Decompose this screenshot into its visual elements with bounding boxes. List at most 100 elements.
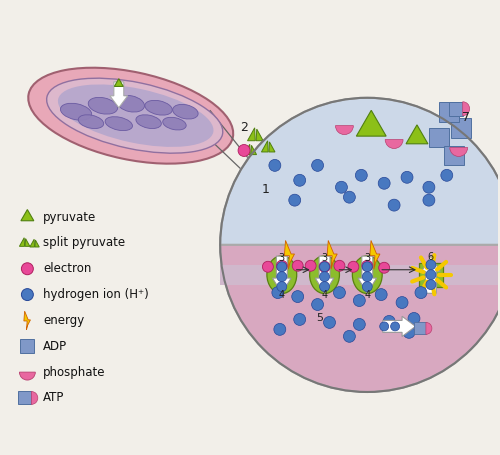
Polygon shape	[356, 110, 386, 136]
Circle shape	[277, 262, 287, 272]
Polygon shape	[35, 240, 39, 247]
Circle shape	[356, 169, 368, 181]
Circle shape	[426, 280, 436, 290]
Ellipse shape	[352, 256, 382, 293]
Circle shape	[334, 260, 345, 271]
Wedge shape	[336, 126, 353, 135]
Ellipse shape	[172, 104, 198, 119]
Circle shape	[320, 262, 330, 272]
Circle shape	[22, 263, 34, 275]
Polygon shape	[327, 241, 337, 269]
Circle shape	[320, 272, 330, 282]
Polygon shape	[269, 142, 275, 152]
Bar	[439, 102, 458, 121]
Circle shape	[312, 298, 324, 310]
Ellipse shape	[117, 96, 144, 112]
Text: phosphate: phosphate	[44, 366, 106, 379]
Circle shape	[277, 282, 287, 292]
Polygon shape	[24, 311, 30, 330]
Circle shape	[269, 159, 281, 172]
Ellipse shape	[267, 256, 296, 293]
Text: 7: 7	[462, 111, 469, 124]
Text: energy: energy	[44, 314, 84, 327]
Polygon shape	[244, 144, 250, 155]
Polygon shape	[21, 210, 34, 221]
Circle shape	[362, 272, 372, 282]
Circle shape	[390, 322, 400, 331]
Circle shape	[354, 318, 366, 330]
Polygon shape	[110, 82, 128, 108]
Circle shape	[294, 313, 306, 325]
Circle shape	[362, 260, 372, 271]
Circle shape	[276, 260, 287, 271]
Ellipse shape	[28, 68, 233, 164]
Text: split pyruvate: split pyruvate	[44, 237, 126, 249]
Polygon shape	[284, 241, 294, 269]
Circle shape	[423, 181, 435, 193]
Bar	[444, 146, 464, 165]
Circle shape	[336, 181, 347, 193]
Polygon shape	[406, 125, 428, 144]
Polygon shape	[272, 256, 291, 293]
Polygon shape	[248, 128, 256, 141]
Wedge shape	[450, 147, 468, 157]
Circle shape	[348, 261, 359, 272]
Circle shape	[403, 326, 415, 339]
Circle shape	[238, 145, 250, 157]
Text: 1: 1	[262, 183, 270, 196]
Text: 4: 4	[364, 289, 370, 299]
Bar	[414, 323, 426, 334]
Polygon shape	[25, 238, 30, 246]
Circle shape	[396, 297, 408, 308]
Bar	[20, 339, 34, 353]
Ellipse shape	[136, 115, 162, 128]
Wedge shape	[462, 102, 469, 116]
Circle shape	[344, 330, 355, 342]
Polygon shape	[315, 256, 334, 293]
Circle shape	[380, 322, 388, 331]
Circle shape	[378, 262, 390, 273]
Circle shape	[319, 261, 330, 272]
Polygon shape	[20, 238, 24, 246]
Text: pyruvate: pyruvate	[44, 211, 96, 223]
Text: hydrogen ion (H⁺): hydrogen ion (H⁺)	[44, 288, 149, 301]
Circle shape	[262, 261, 274, 272]
Polygon shape	[422, 256, 440, 293]
Text: 2: 2	[240, 121, 248, 134]
Ellipse shape	[78, 115, 104, 128]
Wedge shape	[220, 98, 500, 245]
Ellipse shape	[105, 116, 132, 131]
Polygon shape	[262, 141, 268, 152]
Circle shape	[415, 287, 427, 298]
Circle shape	[375, 288, 387, 301]
Polygon shape	[358, 256, 376, 293]
Circle shape	[378, 177, 390, 189]
Circle shape	[426, 270, 436, 280]
Bar	[429, 127, 449, 147]
Text: ATP: ATP	[44, 391, 64, 404]
Polygon shape	[256, 129, 263, 141]
Circle shape	[289, 194, 300, 206]
Circle shape	[426, 260, 436, 270]
Circle shape	[423, 194, 435, 206]
Circle shape	[292, 260, 303, 271]
Polygon shape	[251, 145, 256, 155]
Text: 3: 3	[322, 253, 328, 263]
Circle shape	[272, 287, 284, 298]
Text: 3: 3	[278, 253, 285, 263]
Circle shape	[362, 282, 372, 292]
Ellipse shape	[58, 85, 214, 147]
Polygon shape	[114, 79, 124, 86]
Wedge shape	[20, 372, 36, 380]
Ellipse shape	[145, 101, 172, 115]
Bar	[18, 391, 32, 404]
Circle shape	[22, 288, 34, 301]
Circle shape	[294, 174, 306, 186]
Bar	[449, 102, 462, 116]
Circle shape	[334, 287, 345, 298]
Bar	[419, 263, 443, 287]
Wedge shape	[426, 323, 432, 334]
Polygon shape	[370, 241, 380, 269]
Circle shape	[354, 294, 366, 307]
Wedge shape	[220, 245, 500, 392]
